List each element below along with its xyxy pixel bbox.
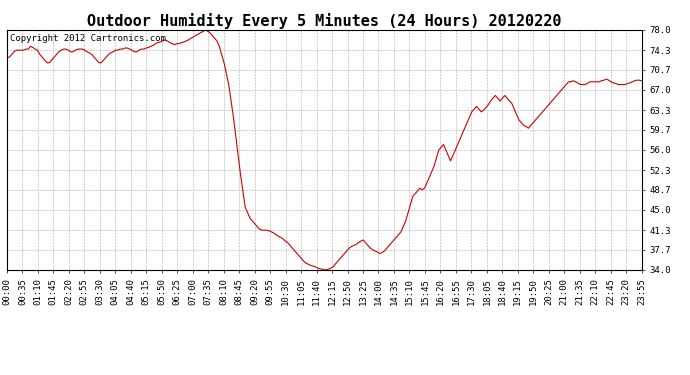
Title: Outdoor Humidity Every 5 Minutes (24 Hours) 20120220: Outdoor Humidity Every 5 Minutes (24 Hou… bbox=[87, 13, 562, 29]
Text: Copyright 2012 Cartronics.com: Copyright 2012 Cartronics.com bbox=[10, 34, 166, 43]
